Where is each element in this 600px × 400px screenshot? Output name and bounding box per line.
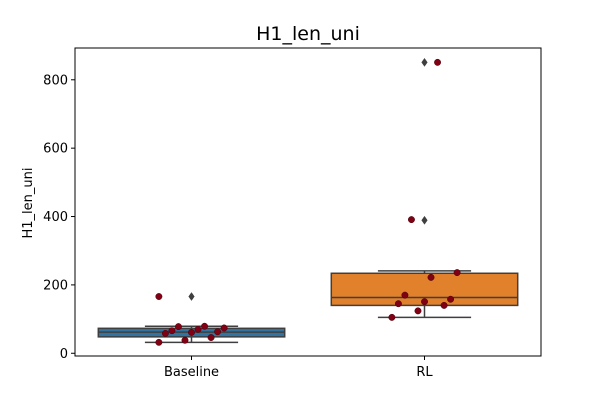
- x-tick-label: Baseline: [164, 365, 219, 380]
- data-point: [414, 307, 422, 315]
- data-point: [207, 334, 215, 341]
- plot-frame: [74, 47, 542, 357]
- data-point: [161, 329, 169, 337]
- data-point: [408, 216, 415, 224]
- data-point: [181, 336, 189, 344]
- data-point: [155, 293, 163, 300]
- data-point: [434, 58, 441, 66]
- data-point: [394, 300, 402, 308]
- data-point: [188, 328, 195, 336]
- data-point: [401, 291, 409, 299]
- x-tick-label: RL: [416, 365, 433, 380]
- data-point: [175, 323, 182, 331]
- y-tick-label: 600: [43, 142, 68, 157]
- data-point: [214, 328, 222, 336]
- outlier-marker: [421, 215, 428, 225]
- data-point: [453, 269, 461, 277]
- chart-title: H1_len_uni: [256, 23, 360, 45]
- y-tick-label: 0: [60, 347, 68, 362]
- data-point: [194, 325, 202, 333]
- plot-area: 0 200 400 600 800 Baseline RL: [43, 57, 519, 380]
- data-point: [440, 301, 448, 309]
- data-point: [220, 324, 228, 332]
- data-point: [427, 273, 435, 281]
- outlier-marker: [188, 292, 195, 301]
- outlier-marker: [421, 57, 428, 67]
- y-tick-label: 200: [43, 278, 68, 293]
- data-point: [168, 327, 176, 335]
- y-axis-label: H1_len_uni: [21, 168, 36, 239]
- data-point: [447, 295, 455, 303]
- data-point: [388, 313, 396, 321]
- y-tick-label: 800: [43, 73, 68, 88]
- data-point: [421, 298, 428, 306]
- data-point: [201, 322, 208, 330]
- data-point: [155, 338, 163, 346]
- y-tick-label: 400: [43, 210, 68, 225]
